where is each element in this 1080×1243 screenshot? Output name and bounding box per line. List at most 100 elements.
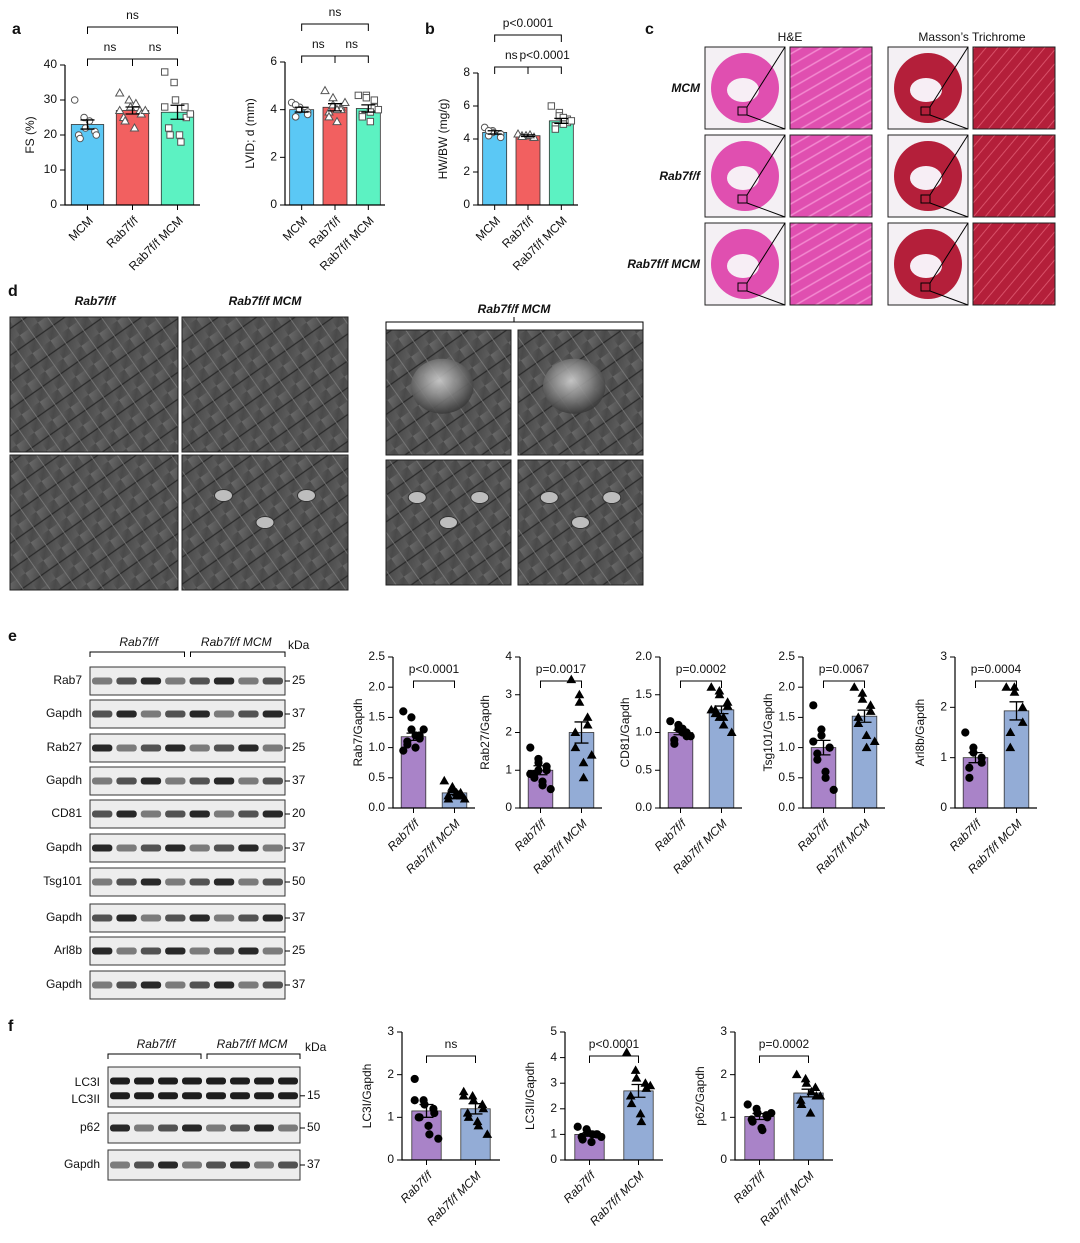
- data-point: [714, 712, 725, 721]
- blot-band: [262, 677, 283, 685]
- data-point: [570, 742, 581, 752]
- blot-band: [213, 947, 235, 955]
- blot-band: [158, 1124, 178, 1132]
- panel-label: c: [645, 21, 654, 38]
- blot-band: [92, 777, 113, 785]
- error-bar: [533, 765, 548, 776]
- axes: [401, 1032, 500, 1161]
- data-point: [177, 138, 185, 146]
- y-tick-label: 2.0: [778, 679, 795, 693]
- data-point: [424, 1121, 433, 1130]
- data-point: [166, 131, 174, 139]
- y-tick-label: 6: [463, 98, 470, 112]
- blot-band-label: Gapdh: [46, 773, 82, 787]
- data-point: [718, 719, 729, 729]
- data-point: [496, 133, 505, 142]
- comparison-label: ns: [312, 37, 325, 51]
- comparison-label: ns: [445, 1037, 458, 1051]
- zoom-line: [929, 222, 969, 284]
- blot-marker: 50: [307, 1120, 321, 1134]
- blot-band: [134, 1161, 154, 1169]
- data-point: [965, 763, 974, 772]
- blot-band: [213, 777, 235, 785]
- data-point: [1005, 742, 1016, 752]
- blot-band: [262, 710, 283, 718]
- panel-label: b: [425, 21, 435, 38]
- comparison-bracket: [132, 58, 178, 66]
- blot-band: [158, 1077, 178, 1085]
- data-point: [459, 793, 470, 803]
- data-point: [399, 707, 408, 716]
- data-point: [186, 110, 195, 118]
- comparison-label: p<0.0001: [519, 48, 570, 62]
- data-point: [419, 725, 428, 734]
- zoom-line: [746, 290, 786, 306]
- blot-band-label: Tsg101: [43, 874, 82, 888]
- error-bar: [468, 1103, 483, 1115]
- data-point: [354, 91, 363, 100]
- error-bar: [406, 732, 421, 742]
- blot-band: [262, 914, 283, 922]
- data-point: [574, 697, 585, 706]
- y-tick-label: 2: [505, 725, 512, 739]
- blot-band: [189, 844, 210, 852]
- comparison-label: p<0.0001: [503, 16, 554, 30]
- data-point: [439, 775, 450, 785]
- zoom-line: [746, 46, 786, 108]
- data-point: [869, 736, 880, 746]
- blot-marker: 25: [292, 673, 306, 687]
- blot-band: [116, 710, 137, 718]
- blot-band: [110, 1124, 130, 1132]
- data-point: [92, 131, 101, 139]
- axes: [284, 62, 385, 206]
- data-point: [546, 785, 555, 794]
- blot-band: [165, 677, 186, 685]
- zoom-line: [929, 46, 969, 108]
- blot-band: [92, 947, 113, 955]
- bar: [851, 715, 878, 809]
- blot-band: [92, 677, 113, 685]
- blot-band: [92, 844, 113, 852]
- histology-zoom-image: [972, 134, 1056, 218]
- x-tick-label: Rab7f/f: [731, 1167, 769, 1205]
- blot-band: [206, 1077, 226, 1085]
- blot-band-label: Arl8b: [54, 943, 82, 957]
- y-tick-label: 6: [270, 54, 277, 68]
- y-tick-label: 2: [720, 1067, 727, 1081]
- blot-band: [262, 844, 283, 852]
- blot-band: [213, 677, 235, 685]
- blot-band: [158, 1092, 178, 1100]
- blot-band: [213, 981, 235, 989]
- x-tick-label: MCM: [473, 213, 503, 243]
- data-point: [129, 122, 140, 132]
- blot-band: [92, 981, 113, 989]
- em-organelle: [297, 489, 316, 502]
- blot-marker: 20: [292, 806, 306, 820]
- y-tick-label: 2.5: [368, 649, 385, 663]
- data-point: [645, 1080, 656, 1090]
- blot-band: [92, 710, 113, 718]
- y-axis-label: CD81/Gapdh: [618, 697, 632, 767]
- blot-band: [278, 1124, 298, 1132]
- error-bar: [521, 134, 535, 138]
- data-point: [666, 717, 675, 726]
- y-tick-label: 0: [940, 800, 947, 814]
- comparison-bracket: [87, 58, 133, 66]
- error-bar: [673, 729, 688, 736]
- heart-lumen: [727, 78, 759, 102]
- data-point: [526, 743, 535, 752]
- blot-band: [238, 777, 259, 785]
- y-axis-label: Tsg101/Gapdh: [761, 693, 775, 771]
- bar: [515, 135, 541, 206]
- blot-band: [140, 810, 162, 818]
- histology-row-label: Rab7f/f MCM: [627, 257, 701, 271]
- data-point: [961, 728, 970, 737]
- blot-marker: 37: [292, 773, 306, 787]
- blot-band: [189, 710, 210, 718]
- panel-label: a: [12, 21, 21, 38]
- y-tick-label: 0: [387, 1152, 394, 1166]
- y-tick-label: 0: [270, 197, 277, 211]
- blot-unit: kDa: [305, 1040, 327, 1054]
- blot-band: [213, 914, 235, 922]
- error-bar: [419, 1103, 434, 1118]
